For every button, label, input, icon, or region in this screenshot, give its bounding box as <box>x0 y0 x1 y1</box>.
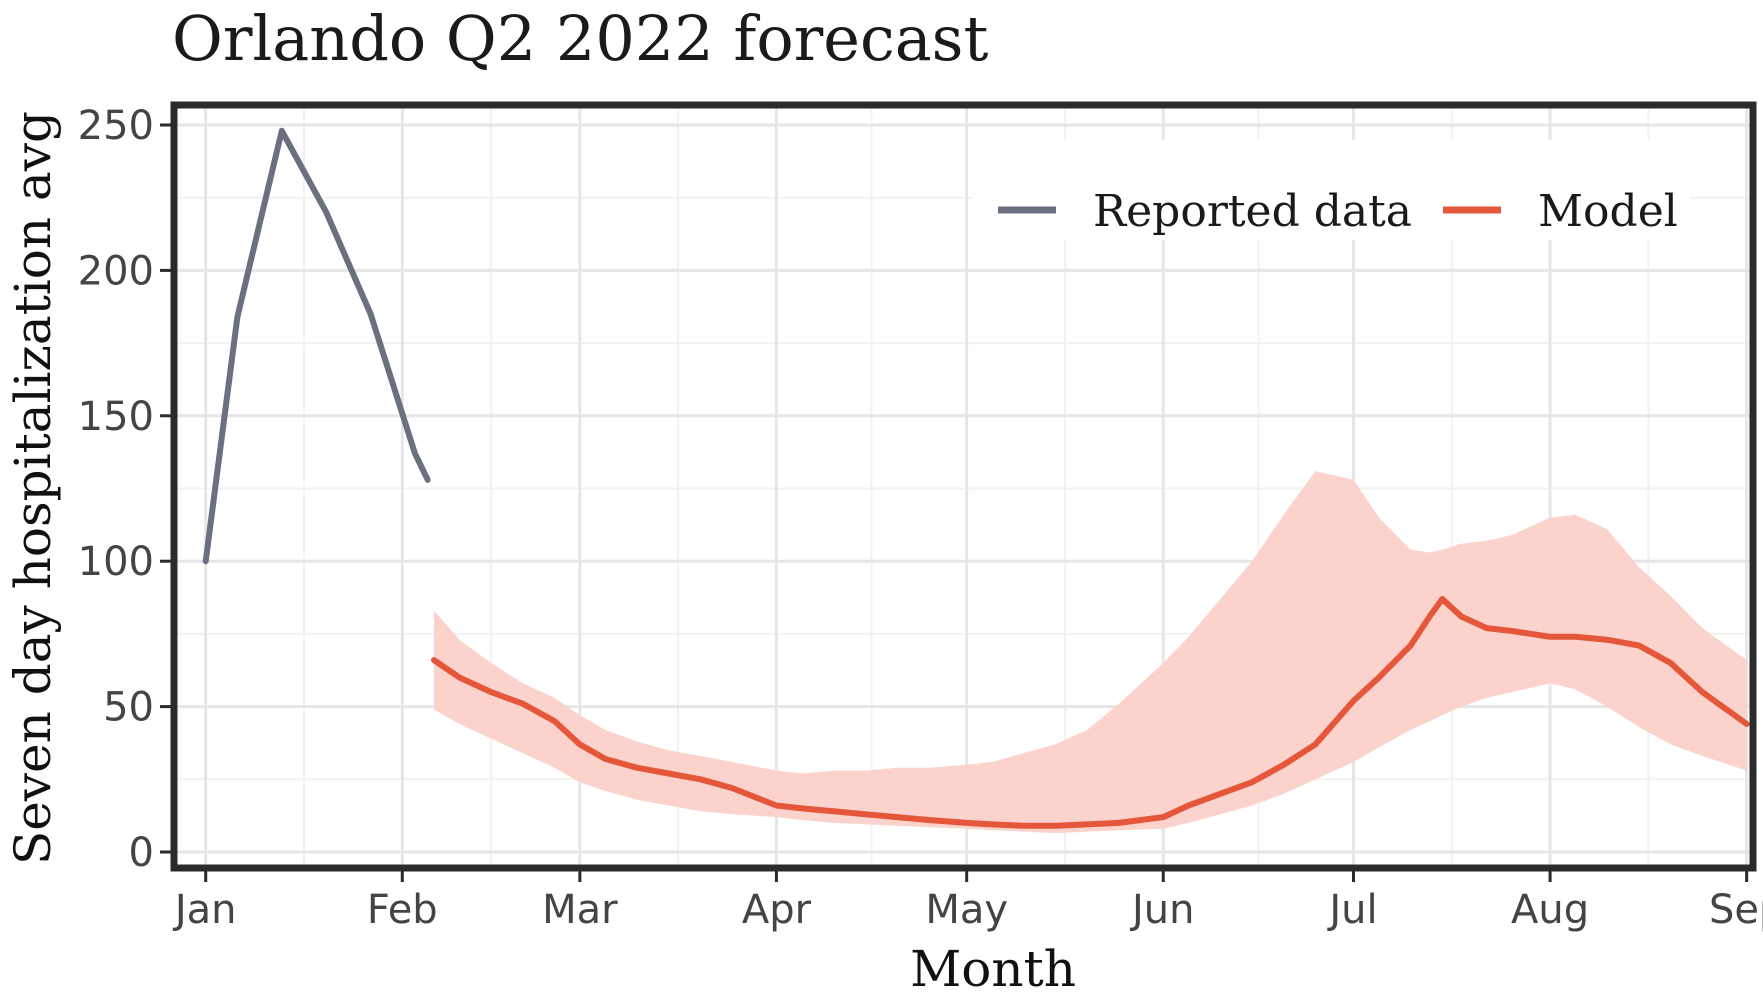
x-tick-label: Mar <box>542 887 618 933</box>
y-tick-label: 250 <box>78 103 154 149</box>
legend-label-model: Model <box>1538 186 1678 237</box>
plot-frame <box>170 101 1757 872</box>
x-tick-label: Apr <box>742 887 812 933</box>
plot-area: Reported data Model <box>170 101 1757 872</box>
legend-label-reported-data: Reported data <box>1093 186 1412 237</box>
x-tick-label: Jun <box>1129 887 1195 933</box>
x-tick-label: May <box>925 887 1008 933</box>
y-tick-label: 50 <box>103 685 154 731</box>
y-tick-label: 0 <box>129 830 154 876</box>
y-tick-label: 100 <box>78 539 154 585</box>
x-axis-title: Month <box>910 940 1076 998</box>
x-tick-label: Feb <box>367 887 438 933</box>
y-tick-label: 200 <box>78 248 154 294</box>
model-uncertainty-band <box>434 471 1747 834</box>
reported-data-line <box>202 127 431 565</box>
model-band <box>434 471 1747 834</box>
x-tick-label: Jan <box>172 887 237 933</box>
x-tick-label: Jul <box>1326 887 1377 933</box>
legend: Reported data Model <box>972 140 1690 240</box>
series-lines <box>202 127 1750 829</box>
y-tick-label: 150 <box>78 394 154 440</box>
y-axis: 0 50 100 150 200 250 <box>78 103 174 876</box>
chart-title: Orlando Q2 2022 forecast <box>172 2 988 75</box>
x-axis: Jan Feb Mar Apr May Jun Jul Aug Sep <box>172 868 1763 933</box>
legend-box <box>972 140 1690 240</box>
model-line <box>431 596 1750 829</box>
x-tick-label: Aug <box>1511 887 1589 933</box>
x-tick-label: Sep <box>1709 887 1763 933</box>
y-axis-title: Seven day hospitalization avg <box>4 111 62 865</box>
